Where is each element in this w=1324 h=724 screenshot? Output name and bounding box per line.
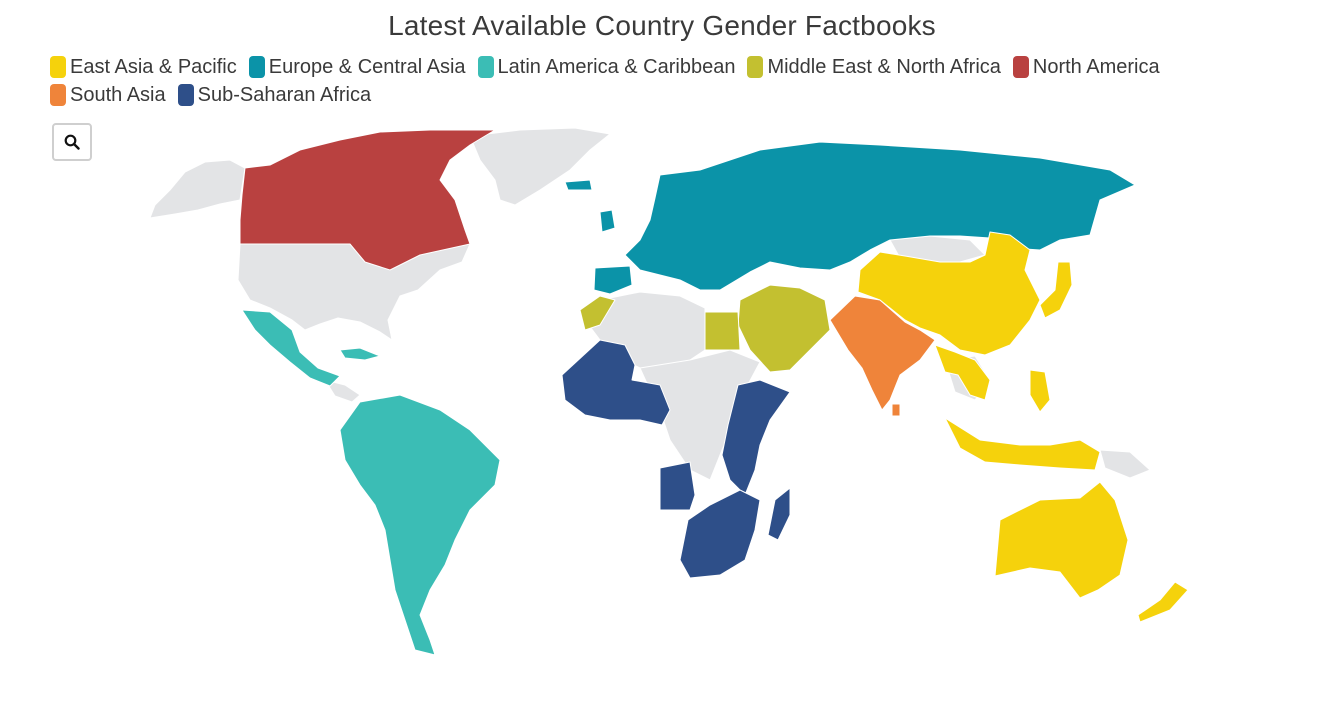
legend-swatch: [1012, 56, 1029, 78]
latin-america-regions: [241, 309, 501, 656]
region-greenland[interactable]: [469, 127, 611, 206]
region-madagascar[interactable]: [767, 487, 791, 541]
legend: East Asia & Pacific Europe & Central Asi…: [50, 56, 1280, 106]
legend-item-middle-east-north-africa[interactable]: Middle East & North Africa: [747, 56, 1001, 78]
region-japan[interactable]: [1039, 261, 1073, 319]
region-arabia-iran[interactable]: [737, 284, 831, 373]
legend-swatch: [50, 56, 66, 78]
legend-swatch: [477, 56, 494, 78]
region-canada[interactable]: [239, 129, 496, 271]
north-america-regions: [239, 129, 496, 271]
region-southern-africa[interactable]: [679, 489, 761, 579]
legend-label: South Asia: [70, 84, 166, 106]
world-map[interactable]: [0, 110, 1324, 724]
region-mexico-central-america[interactable]: [241, 309, 341, 387]
region-russia-europe[interactable]: [624, 141, 1136, 291]
region-iberia-uk[interactable]: [593, 265, 633, 295]
legend-swatch: [248, 56, 265, 78]
legend-swatch: [747, 56, 764, 78]
region-new-zealand[interactable]: [1137, 581, 1189, 623]
region-united-states[interactable]: [237, 243, 471, 341]
legend-item-east-asia-pacific[interactable]: East Asia & Pacific: [50, 56, 237, 78]
legend-swatch: [177, 84, 194, 106]
region-indonesia[interactable]: [944, 417, 1101, 471]
legend-item-south-asia[interactable]: South Asia: [50, 84, 166, 106]
region-angola[interactable]: [659, 461, 696, 511]
legend-item-sub-saharan-africa[interactable]: Sub-Saharan Africa: [177, 84, 372, 106]
europe-central-asia-regions: [564, 141, 1136, 295]
region-iceland[interactable]: [564, 179, 593, 191]
region-indochina[interactable]: [934, 344, 991, 401]
region-caribbean[interactable]: [339, 347, 381, 361]
middle-east-north-africa-regions: [579, 284, 831, 373]
east-asia-pacific-regions: [857, 231, 1189, 623]
legend-label: North America: [1032, 56, 1160, 78]
legend-item-north-america[interactable]: North America: [1012, 56, 1160, 78]
legend-swatch: [50, 84, 66, 106]
region-uk[interactable]: [599, 209, 616, 233]
zoom-search-button[interactable]: [52, 123, 92, 161]
sub-saharan-africa-regions: [561, 339, 791, 579]
region-png[interactable]: [1099, 449, 1151, 479]
region-alaska[interactable]: [149, 159, 246, 219]
region-egypt[interactable]: [704, 311, 741, 351]
legend-item-latin-america-caribbean[interactable]: Latin America & Caribbean: [477, 56, 736, 78]
region-sri-lanka[interactable]: [891, 403, 901, 417]
region-china[interactable]: [857, 231, 1041, 356]
region-south-america[interactable]: [339, 394, 501, 656]
legend-item-europe-central-asia[interactable]: Europe & Central Asia: [248, 56, 466, 78]
region-australia[interactable]: [994, 481, 1129, 599]
legend-label: Europe & Central Asia: [268, 56, 466, 78]
legend-label: Middle East & North Africa: [767, 56, 1001, 78]
search-icon: [64, 134, 80, 150]
page-title: Latest Available Country Gender Factbook…: [388, 10, 936, 41]
region-philippines[interactable]: [1029, 369, 1051, 413]
region-west-africa[interactable]: [561, 339, 671, 426]
legend-label: East Asia & Pacific: [70, 56, 237, 78]
region-morocco[interactable]: [579, 295, 616, 331]
no-data-regions: [149, 127, 1151, 481]
region-central-america[interactable]: [324, 379, 361, 403]
legend-label: Latin America & Caribbean: [497, 56, 736, 78]
region-east-africa[interactable]: [721, 379, 791, 496]
legend-label: Sub-Saharan Africa: [197, 84, 372, 106]
